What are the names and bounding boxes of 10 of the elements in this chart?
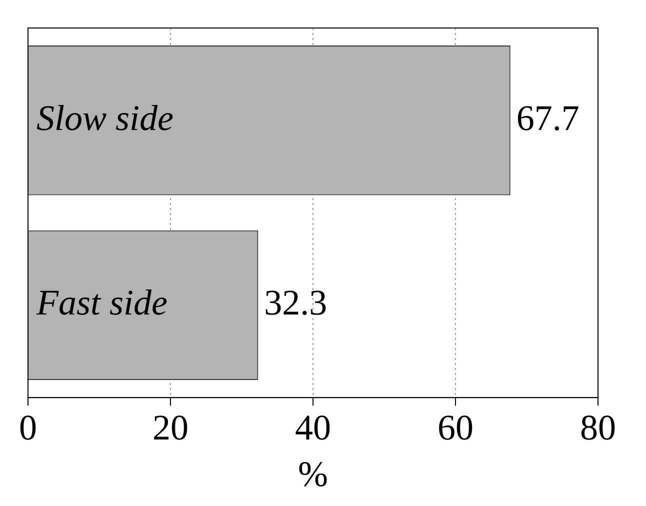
x-tick-label: 0: [19, 408, 37, 448]
y-tick-label: Slow side: [36, 98, 174, 138]
x-axis-title: %: [298, 454, 328, 494]
x-tick-label: 40: [295, 408, 331, 448]
y-tick-label: Fast side: [36, 282, 168, 323]
data-label: 32.3: [264, 282, 328, 323]
data-label: 67.7: [516, 98, 580, 138]
x-tick-label: 60: [438, 408, 474, 448]
x-tick-label: 80: [580, 408, 616, 448]
x-tick-label: 20: [152, 408, 188, 448]
